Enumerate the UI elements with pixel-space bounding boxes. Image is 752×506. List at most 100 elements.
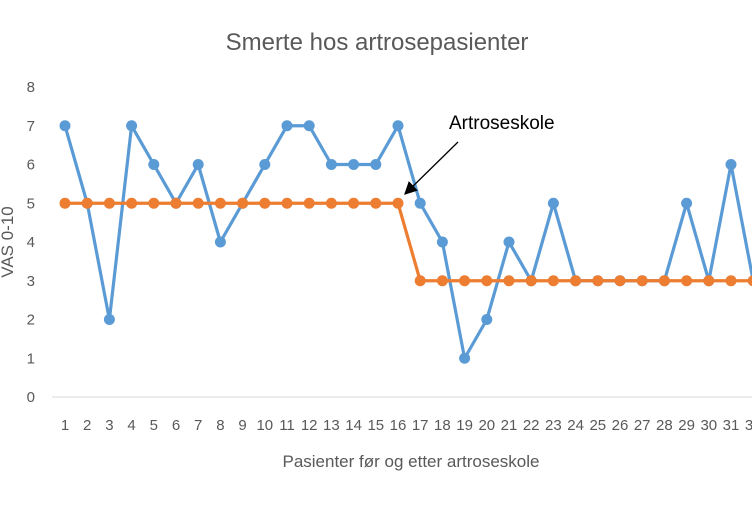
data-point xyxy=(437,237,448,248)
x-tick-label: 27 xyxy=(634,417,651,434)
x-tick-label: 26 xyxy=(612,417,629,434)
data-point xyxy=(171,198,182,209)
data-point xyxy=(215,198,226,209)
annotation-arrow xyxy=(405,142,458,194)
series-layer xyxy=(60,120,752,364)
data-point xyxy=(193,198,204,209)
x-tick-label: 13 xyxy=(323,417,340,434)
y-tick-label: 2 xyxy=(27,312,35,329)
x-tick-label: 29 xyxy=(678,417,695,434)
x-tick-label: 4 xyxy=(127,417,135,434)
y-axis-ticks: 0 1 2 3 4 5 6 7 8 xyxy=(27,79,35,406)
data-point xyxy=(393,198,404,209)
data-point xyxy=(393,120,404,131)
data-point xyxy=(681,275,692,286)
y-tick-label: 8 xyxy=(27,79,35,96)
data-point xyxy=(748,275,752,286)
data-point xyxy=(282,198,293,209)
data-point xyxy=(326,198,337,209)
y-tick-label: 3 xyxy=(27,273,35,290)
data-point xyxy=(703,275,714,286)
x-tick-label: 3 xyxy=(105,417,113,434)
data-point xyxy=(370,159,381,170)
data-point xyxy=(215,237,226,248)
data-point xyxy=(504,237,515,248)
data-point xyxy=(193,159,204,170)
series-1 xyxy=(60,120,752,364)
data-point xyxy=(526,275,537,286)
x-tick-label: 22 xyxy=(523,417,540,434)
data-point xyxy=(637,275,648,286)
data-point xyxy=(570,275,581,286)
annotation-label: Artroseskole xyxy=(449,113,555,134)
data-point xyxy=(481,314,492,325)
data-point xyxy=(504,275,515,286)
x-tick-label: 9 xyxy=(238,417,246,434)
x-tick-label: 21 xyxy=(501,417,518,434)
x-tick-label: 7 xyxy=(194,417,202,434)
x-tick-label: 23 xyxy=(545,417,562,434)
x-tick-label: 20 xyxy=(478,417,495,434)
y-axis-title: VAS 0-10 xyxy=(0,206,17,278)
data-point xyxy=(348,159,359,170)
series-2 xyxy=(60,198,752,287)
data-point xyxy=(659,275,670,286)
x-tick-label: 28 xyxy=(656,417,673,434)
data-point xyxy=(82,198,93,209)
data-point xyxy=(548,198,559,209)
series-line xyxy=(65,203,752,281)
data-point xyxy=(437,275,448,286)
chart-title: Smerte hos artrosepasienter xyxy=(226,29,529,56)
data-point xyxy=(60,198,71,209)
y-tick-label: 7 xyxy=(27,118,35,135)
x-tick-label: 18 xyxy=(434,417,451,434)
y-tick-label: 1 xyxy=(27,350,35,367)
y-tick-label: 4 xyxy=(27,234,35,251)
x-tick-label: 16 xyxy=(390,417,407,434)
data-point xyxy=(259,198,270,209)
data-point xyxy=(304,120,315,131)
data-point xyxy=(126,198,137,209)
y-tick-label: 5 xyxy=(27,195,35,212)
x-tick-label: 1 xyxy=(61,417,69,434)
y-tick-label: 6 xyxy=(27,157,35,174)
x-tick-label: 24 xyxy=(567,417,584,434)
x-axis-title: Pasienter før og etter artroseskole xyxy=(282,452,539,471)
x-tick-label: 25 xyxy=(589,417,606,434)
data-point xyxy=(415,275,426,286)
x-tick-label: 14 xyxy=(345,417,362,434)
data-point xyxy=(548,275,559,286)
data-point xyxy=(326,159,337,170)
x-tick-label: 31 xyxy=(723,417,740,434)
data-point xyxy=(304,198,315,209)
x-tick-label: 12 xyxy=(301,417,318,434)
data-point xyxy=(726,159,737,170)
data-point xyxy=(592,275,603,286)
x-tick-label: 6 xyxy=(172,417,180,434)
data-point xyxy=(104,314,115,325)
y-tick-label: 0 xyxy=(27,389,35,406)
data-point xyxy=(726,275,737,286)
x-tick-label: 17 xyxy=(412,417,429,434)
data-point xyxy=(148,159,159,170)
data-point xyxy=(148,198,159,209)
annotation-layer: Artroseskole xyxy=(405,113,555,194)
x-tick-label: 11 xyxy=(279,417,295,434)
data-point xyxy=(348,198,359,209)
data-point xyxy=(237,198,248,209)
data-point xyxy=(370,198,381,209)
data-point xyxy=(615,275,626,286)
data-point xyxy=(415,198,426,209)
data-point xyxy=(459,275,470,286)
x-tick-label: 10 xyxy=(256,417,273,434)
data-point xyxy=(681,198,692,209)
x-tick-label: 19 xyxy=(456,417,473,434)
x-tick-label: 5 xyxy=(150,417,158,434)
x-tick-label: 32 xyxy=(745,417,752,434)
data-point xyxy=(104,198,115,209)
data-point xyxy=(481,275,492,286)
x-tick-label: 30 xyxy=(700,417,717,434)
